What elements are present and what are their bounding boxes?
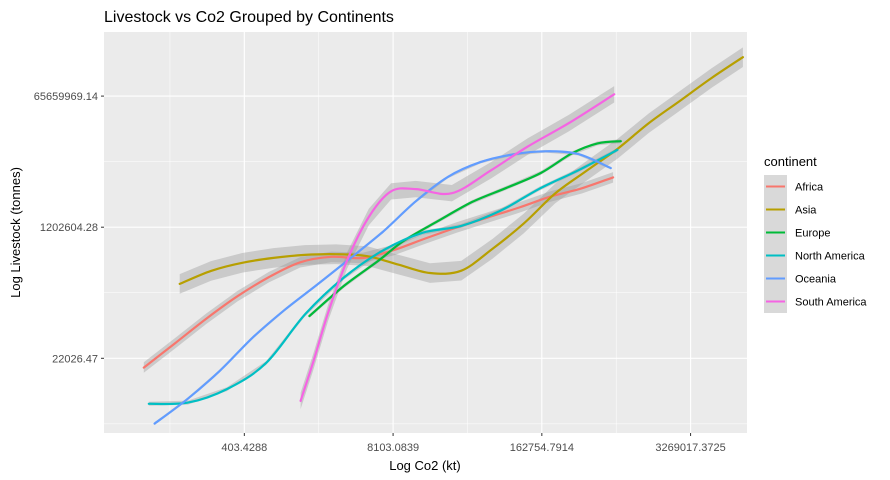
north-america-line	[147, 148, 619, 406]
y-tick-label: 22026.47	[52, 353, 98, 365]
legend-label-oceania: Oceania	[795, 274, 837, 286]
legend-title: continent	[764, 154, 817, 169]
legend-label-south-america: South America	[795, 297, 867, 309]
legend: continent Africa Asia Europe North America O…	[764, 154, 867, 313]
minor-gridlines	[104, 32, 747, 433]
legend-label-north-america: North America	[795, 251, 866, 263]
legend-label-africa: Africa	[795, 182, 824, 194]
x-axis-title: Log Co2 (kt)	[389, 458, 461, 473]
chart-title: Livestock vs Co2 Grouped by Continents	[104, 9, 394, 26]
y-axis: 22026.47 1202604.28 65659969.14	[34, 91, 104, 365]
y-tick-label: 1202604.28	[40, 222, 98, 234]
y-tick-label: 65659969.14	[34, 91, 98, 103]
legend-label-europe: Europe	[795, 228, 830, 240]
south-america-line	[299, 93, 616, 402]
x-tick-label: 162754.7914	[510, 442, 574, 454]
major-gridlines	[104, 32, 747, 433]
x-tick-label: 8103.0839	[367, 442, 419, 454]
y-axis-title: Log Livestock (tonnes)	[8, 167, 23, 298]
oceania-line	[153, 150, 612, 425]
x-tick-label: 3269017.3725	[655, 442, 725, 454]
series-lines	[142, 56, 744, 425]
south-america-confidence-band	[300, 86, 615, 410]
africa-line	[142, 176, 615, 369]
europe-line	[308, 140, 622, 318]
asia-line	[178, 56, 744, 285]
x-tick-label: 403.4288	[221, 442, 267, 454]
asia-confidence-band	[179, 47, 743, 294]
legend-label-asia: Asia	[795, 205, 817, 217]
x-axis: 403.4288 8103.0839 162754.7914 3269017.3725	[221, 433, 726, 454]
